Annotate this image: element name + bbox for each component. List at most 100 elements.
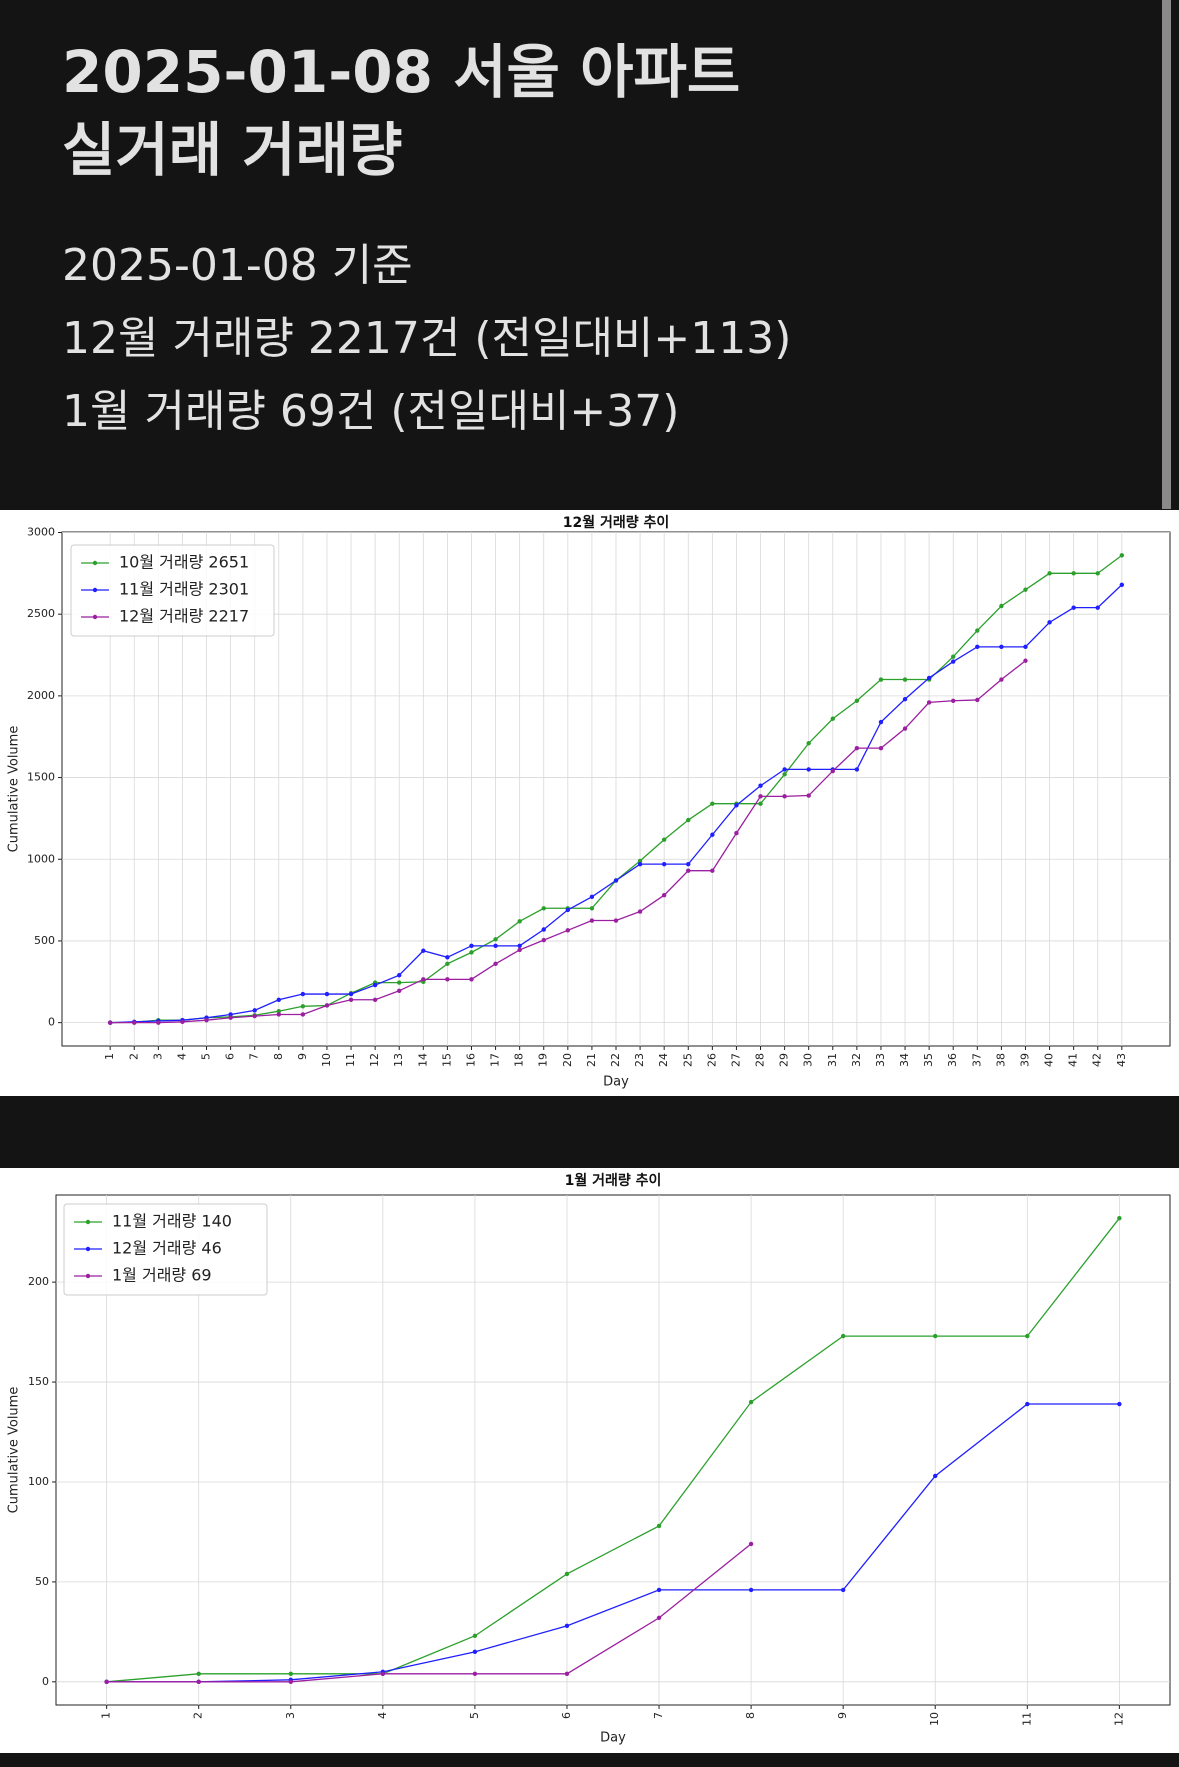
- data-point: [1117, 1401, 1122, 1407]
- data-point: [493, 961, 498, 967]
- data-point: [1119, 582, 1125, 587]
- data-point: [180, 1019, 185, 1025]
- data-point: [951, 654, 956, 659]
- legend-label: 10월 거래량 2651: [119, 553, 249, 572]
- data-point: [372, 982, 378, 988]
- x-tick-label: 32: [850, 1053, 863, 1067]
- legend-marker: [85, 1219, 91, 1225]
- x-axis-label: Day: [603, 1075, 629, 1090]
- data-point: [999, 677, 1004, 682]
- x-tick-label: 1: [100, 1712, 113, 1719]
- data-point: [380, 1671, 386, 1677]
- data-point: [445, 961, 450, 967]
- data-point: [348, 997, 354, 1002]
- x-tick-label: 33: [874, 1053, 887, 1067]
- legend-label: 11월 거래량 2301: [119, 580, 249, 599]
- x-tick-label: 40: [1043, 1053, 1056, 1067]
- data-point: [397, 973, 402, 978]
- scrollbar: [1162, 0, 1171, 509]
- y-axis-label: Cumulative Volume: [7, 1387, 22, 1514]
- x-tick-label: 3: [284, 1712, 297, 1719]
- y-tick-label: 2500: [27, 607, 55, 620]
- x-tick-label: 39: [1018, 1053, 1031, 1067]
- data-point: [421, 948, 426, 953]
- x-tick-label: 30: [802, 1053, 815, 1067]
- header: 2025-01-08 서울 아파트 실거래 거래량 2025-01-08 기준 …: [0, 0, 1179, 509]
- x-tick-label: 24: [657, 1053, 670, 1067]
- data-point: [300, 991, 306, 997]
- data-point: [806, 767, 811, 772]
- legend-marker: [85, 1246, 91, 1252]
- data-point: [758, 794, 763, 799]
- x-tick-label: 17: [489, 1053, 502, 1067]
- y-tick-label: 100: [28, 1475, 49, 1488]
- data-point: [951, 659, 956, 664]
- data-point: [613, 878, 619, 883]
- x-tick-label: 16: [464, 1053, 477, 1067]
- data-point: [445, 955, 450, 960]
- x-tick-label: 25: [681, 1053, 694, 1067]
- data-point: [656, 1615, 662, 1621]
- data-point: [472, 1633, 478, 1639]
- x-tick-label: 26: [705, 1053, 718, 1067]
- x-tick-label: 36: [946, 1053, 959, 1067]
- y-tick-label: 500: [34, 934, 55, 947]
- legend-label: 12월 거래량 2217: [119, 607, 249, 626]
- data-point: [926, 675, 932, 681]
- data-point: [472, 1649, 478, 1655]
- data-point: [372, 997, 378, 1002]
- data-point: [472, 1671, 478, 1677]
- x-tick-label: 27: [729, 1053, 742, 1067]
- data-point: [493, 943, 498, 949]
- y-tick-label: 3000: [27, 525, 55, 538]
- data-point: [758, 783, 763, 788]
- x-tick-label: 15: [440, 1053, 453, 1067]
- data-point: [589, 918, 595, 923]
- x-tick-label: 35: [922, 1053, 935, 1067]
- series-line: [106, 1217, 1120, 1683]
- data-point: [656, 1523, 662, 1529]
- data-point: [324, 1003, 330, 1008]
- x-tick-label: 19: [537, 1053, 550, 1067]
- data-point: [656, 1587, 662, 1593]
- data-point: [228, 1012, 233, 1017]
- data-point: [276, 1008, 281, 1014]
- data-point: [782, 772, 787, 777]
- data-point: [686, 817, 691, 823]
- y-tick-label: 50: [35, 1575, 49, 1588]
- legend-marker: [92, 560, 98, 566]
- data-point: [493, 937, 498, 942]
- data-point: [758, 801, 763, 806]
- x-tick-label: 11: [344, 1053, 357, 1067]
- data-point: [806, 741, 811, 746]
- x-tick-label: 8: [744, 1712, 757, 1719]
- data-point: [661, 837, 667, 842]
- data-point: [830, 768, 835, 774]
- data-point: [104, 1679, 109, 1685]
- x-axis-label: Day: [600, 1731, 626, 1746]
- data-point: [204, 1017, 209, 1023]
- data-point: [840, 1587, 846, 1593]
- data-point: [565, 907, 571, 913]
- data-point: [878, 745, 884, 751]
- data-point: [1119, 553, 1125, 558]
- data-point: [348, 991, 354, 997]
- data-point: [107, 1020, 113, 1025]
- data-point: [517, 947, 522, 953]
- chart: 1 2 3 4 5 6 7 8 9 10 11 12 13 14 15 16 17 18 19 20 21 22 23 24 2…: [0, 510, 1179, 1096]
- data-point: [564, 1671, 570, 1677]
- data-point: [541, 937, 546, 943]
- data-point: [748, 1399, 754, 1405]
- legend-box: [70, 544, 275, 637]
- x-tick-label: 21: [585, 1053, 598, 1067]
- data-point: [564, 1623, 570, 1629]
- y-tick-label: 1000: [27, 852, 55, 865]
- x-tick-label: 3: [151, 1053, 164, 1060]
- series-line: [106, 1543, 752, 1683]
- data-point: [782, 767, 787, 772]
- data-point: [252, 1008, 257, 1013]
- y-tick-label: 0: [42, 1675, 49, 1688]
- legend-label: 1월 거래량 69: [112, 1266, 212, 1285]
- data-point: [469, 950, 474, 955]
- data-point: [734, 830, 739, 836]
